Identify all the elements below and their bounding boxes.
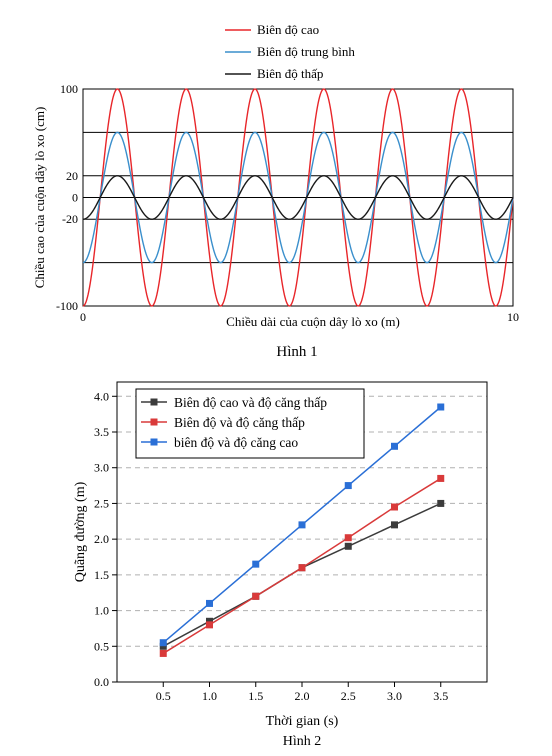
chart-2-series (159, 403, 445, 657)
chart-2-data-point (344, 482, 352, 490)
chart-2-legend-swatch-marker (150, 398, 158, 406)
chart-2-x-tick-label: 0.5 (156, 689, 171, 703)
chart-1: Biên độ cao Biên độ trung bình Biên độ thấ… (32, 22, 519, 360)
chart-1-legend: Biên độ cao Biên độ trung bình Biên độ thấ… (225, 22, 355, 81)
chart-2-y-tick-label: 3.0 (94, 461, 109, 475)
chart-1-caption: Hình 1 (276, 344, 317, 360)
chart-2-data-point (206, 617, 213, 625)
chart-2-data-point (252, 592, 260, 600)
chart-2-data-point (437, 403, 445, 411)
chart-1-series (82, 88, 514, 307)
chart-2-data-point (159, 639, 167, 647)
chart-2-legend-swatch-marker (150, 438, 158, 446)
chart-1-legend-label: Biên độ cao (257, 22, 319, 37)
chart-2-data-point (391, 503, 398, 511)
chart-2-legend-swatch-marker (150, 418, 158, 426)
chart-2: 0.0 0.5 1.0 1.5 2.0 2.5 3.0 3.5 4.0 0.5 1.0 1.5 2.0 2… (73, 381, 488, 749)
chart-2-y-tick-label: 1.5 (94, 568, 109, 582)
chart-2-x-tick-label: 1.5 (248, 689, 263, 703)
chart-2-legend-label: biên độ và độ căng cao (174, 435, 298, 450)
chart-2-y-tick-label: 2.0 (94, 532, 109, 546)
chart-2-data-point (391, 442, 398, 450)
chart-2-legend-label: Biên độ cao và độ căng thấp (174, 395, 327, 410)
chart-1-series-line (82, 131, 514, 264)
chart-1-y-tick-label: -100 (56, 299, 78, 313)
chart-2-x-tick-label: 3.0 (387, 689, 402, 703)
chart-2-data-point (437, 474, 445, 482)
chart-2-x-axis-label: Thời gian (s) (266, 714, 339, 729)
chart-1-y-tick-label: -20 (62, 212, 78, 226)
chart-1-x-tick-label: 0 (80, 310, 86, 324)
chart-1-x-tick-label: 10 (507, 310, 519, 324)
chart-2-x-tick-label: 2.5 (341, 689, 356, 703)
chart-2-data-point (159, 649, 167, 657)
chart-2-data-point (252, 560, 260, 568)
chart-2-legend-label: Biên độ và độ căng thấp (174, 415, 305, 430)
chart-2-data-point (391, 521, 398, 529)
chart-2-x-tick-label: 3.5 (433, 689, 448, 703)
chart-2-legend-box (135, 388, 365, 459)
chart-1-series-line (82, 88, 514, 307)
chart-1-legend-label: Biên độ trung bình (257, 44, 355, 59)
chart-2-data-point (298, 564, 306, 572)
chart-2-caption: Hình 2 (283, 734, 322, 749)
chart-2-x-tick-label: 1.0 (202, 689, 217, 703)
chart-2-y-axis-label: Quãng đường (m) (73, 481, 88, 582)
chart-2-y-tick-label: 2.5 (94, 496, 109, 510)
chart-2-data-point (298, 521, 306, 529)
chart-2-data-point (344, 534, 352, 542)
chart-2-x-tick-label: 2.0 (295, 689, 310, 703)
chart-1-y-tick-label: 100 (60, 82, 78, 96)
chart-1-legend-label: Biên độ thấp (257, 66, 323, 81)
chart-2-data-point (437, 499, 445, 507)
chart-1-y-tick-label: 0 (72, 191, 78, 205)
chart-2-y-tick-label: 4.0 (94, 389, 109, 403)
chart-2-y-tick-label: 0.5 (94, 639, 109, 653)
chart-2-y-tick-label: 1.0 (94, 604, 109, 618)
chart-1-y-tick-label: 20 (66, 169, 78, 183)
chart-2-axis-ticks: 0.0 0.5 1.0 1.5 2.0 2.5 3.0 3.5 4.0 0.5 1.0 1.5 2.0 2… (94, 389, 448, 703)
chart-2-data-point (206, 599, 213, 607)
chart-2-data-point (159, 642, 167, 650)
chart-2-legend: Biên độ cao và độ căng thấp Biên độ và độ… (135, 388, 365, 459)
chart-1-series-line (82, 175, 514, 220)
chart-1-y-axis-label: Chiều cao của cuộn dây lò xo (cm) (32, 107, 47, 289)
chart-2-y-tick-label: 0.0 (94, 675, 109, 689)
chart-2-data-point (206, 621, 213, 629)
chart-1-x-axis-label: Chiều dài của cuộn dây lò xo (m) (226, 314, 400, 329)
chart-2-y-tick-label: 3.5 (94, 425, 109, 439)
chart-2-data-point (344, 542, 352, 550)
